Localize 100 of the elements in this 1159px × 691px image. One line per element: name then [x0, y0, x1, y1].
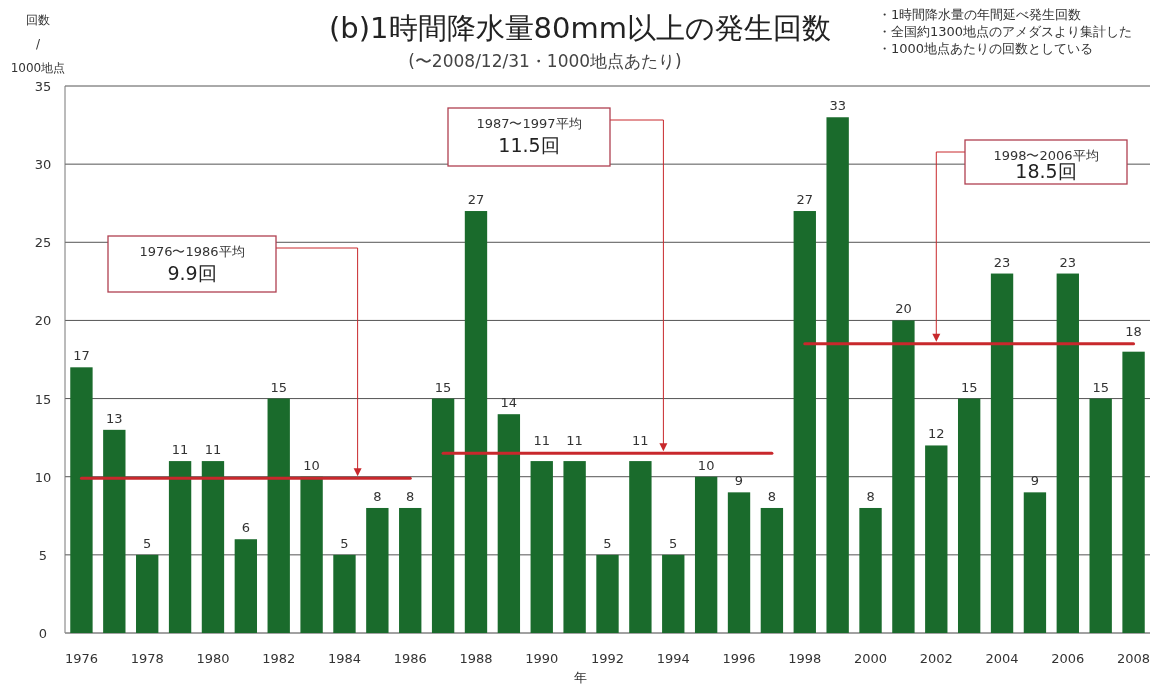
bar [727, 492, 751, 633]
x-tick-label: 1986 [393, 651, 427, 666]
data-label: 11 [566, 433, 583, 449]
annotation: 1976〜1986平均 9.9回 [139, 244, 245, 284]
bar [399, 507, 422, 633]
y-tick-label: 0 [38, 626, 48, 641]
x-tick-label: 1984 [327, 651, 362, 666]
bar [333, 554, 356, 633]
data-label: 23 [993, 254, 1011, 270]
y-tick-label: 20 [34, 313, 52, 329]
bar [563, 461, 586, 633]
bar [793, 211, 816, 633]
data-label: 8 [373, 488, 382, 504]
bar [497, 414, 521, 633]
x-tick-label: 2000 [853, 651, 888, 666]
x-tick-label: 1976 [64, 651, 98, 666]
data-label: 15 [434, 379, 452, 395]
bar [136, 554, 159, 633]
data-label: 5 [340, 535, 349, 551]
data-label: 33 [829, 98, 846, 114]
bar [70, 367, 93, 633]
text: ・1時間降水量の年間延べ発生回数 [878, 7, 1082, 22]
bar [694, 476, 718, 633]
data-label: 8 [767, 488, 777, 504]
y-tick-label: 25 [34, 235, 52, 251]
data-label: 10 [303, 457, 320, 473]
data-label: 15 [1092, 379, 1109, 395]
x-tick-label: 1998 [788, 651, 822, 666]
x-tick-label: 2002 [919, 651, 953, 666]
y-tick-label: 10 [34, 469, 52, 485]
data-label: 8 [406, 488, 415, 504]
y-tick-label: 15 [34, 391, 52, 407]
data-label: 27 [796, 192, 814, 208]
data-label: 18 [1125, 323, 1142, 339]
data-label: 23 [1059, 254, 1077, 270]
bar [168, 461, 192, 633]
data-label: 9 [1030, 473, 1040, 489]
chart-subtitle: (〜2008/12/31・1000地点あたり) [408, 51, 682, 71]
bar [925, 445, 948, 633]
annotation: 1987〜1997平均 11.5回 [476, 116, 582, 156]
bar [530, 461, 553, 633]
data-label: 15 [270, 379, 287, 395]
y-tick-label: 5 [38, 547, 48, 563]
data-label: 11 [171, 442, 189, 458]
bar [859, 507, 882, 633]
x-tick-label: 2006 [1051, 651, 1085, 666]
bar [464, 211, 488, 633]
data-label: 5 [603, 535, 612, 551]
bar [662, 554, 685, 633]
data-label: 11 [204, 442, 222, 458]
bar [826, 117, 849, 633]
x-tick-label: 1996 [722, 651, 756, 666]
data-label: 8 [866, 488, 875, 504]
x-tick-label: 2004 [985, 651, 1019, 666]
data-label: 27 [467, 192, 485, 208]
bar [990, 273, 1014, 633]
data-label: 14 [500, 395, 518, 411]
data-label: 15 [960, 379, 978, 395]
data-label: 9 [734, 473, 744, 489]
x-tick-label: 1992 [590, 651, 625, 666]
bar [957, 398, 981, 633]
data-label: 11 [632, 433, 649, 449]
text: ・全国約1300地点のアメダスより集計した [878, 24, 1133, 39]
x-tick-label: 1980 [196, 651, 230, 666]
x-tick-label: 1978 [130, 651, 164, 666]
data-label: 13 [106, 410, 123, 426]
bar [892, 320, 915, 633]
bar [1056, 273, 1079, 633]
data-label: 10 [697, 457, 715, 473]
bar [103, 429, 126, 633]
bar [629, 461, 652, 633]
data-label: 6 [241, 520, 250, 536]
bar [760, 507, 784, 633]
chart-title: (b)1時間降水量80mm以上の発生回数 [329, 11, 831, 45]
bar [366, 507, 389, 633]
data-label: 11 [533, 433, 551, 449]
x-tick-label: 1994 [656, 651, 690, 666]
text: ・1000地点あたりの回数としている [878, 41, 1094, 56]
data-label: 17 [73, 348, 90, 364]
y-axis-title: 回数 / 1000地点 [10, 13, 66, 75]
x-tick-label: 1990 [525, 651, 559, 666]
bar [201, 461, 225, 633]
x-tick-label: 2008 [1117, 651, 1151, 666]
bar [596, 554, 619, 633]
annotation: 1998〜2006平均 18.5回 [993, 148, 1099, 182]
bar [234, 539, 258, 633]
bar [267, 398, 290, 633]
x-axis-title: 年 [573, 670, 587, 685]
y-tick-label: 35 [34, 79, 52, 94]
x-tick-label: 1988 [459, 651, 493, 666]
bar [431, 398, 455, 633]
x-tick-label: 1982 [262, 651, 296, 666]
data-label: 20 [895, 301, 912, 317]
y-tick-label: 30 [34, 157, 52, 173]
data-label: 5 [669, 535, 678, 551]
bar [1089, 398, 1112, 633]
bar [1023, 492, 1047, 633]
data-label: 12 [928, 426, 945, 442]
data-label: 5 [143, 535, 152, 551]
bar [1122, 351, 1145, 633]
